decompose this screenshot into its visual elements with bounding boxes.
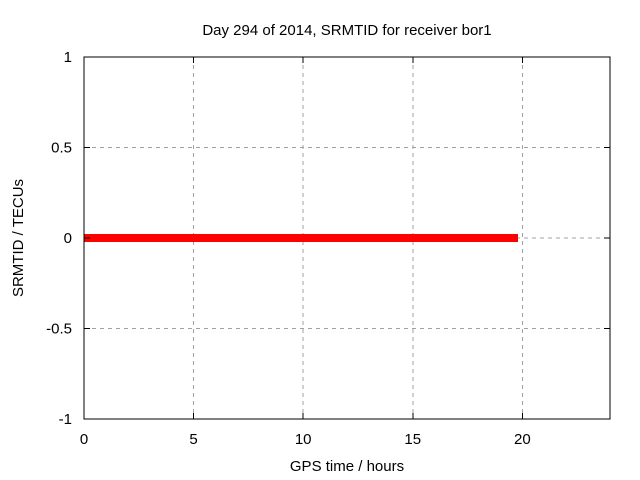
x-tick-label: 15 [404,431,421,448]
x-tick-label: 0 [80,431,88,448]
y-tick-label: 0 [64,230,72,247]
x-axis-label: GPS time / hours [290,458,404,475]
y-axis-label: SRMTID / TECUs [10,179,27,297]
x-tick-label: 5 [189,431,197,448]
x-tick-label: 20 [514,431,531,448]
y-tick-label: -0.5 [46,321,72,338]
y-tick-label: 1 [64,49,72,66]
y-tick-label: -1 [59,411,72,428]
tick-labels: 0 5 10 15 20 -1 -0.5 0 0.5 1 [46,49,531,448]
axes [83,56,611,420]
chart-title: Day 294 of 2014, SRMTID for receiver bor… [202,22,491,39]
y-tick-label: 0.5 [51,140,72,157]
x-tick-label: 10 [295,431,312,448]
